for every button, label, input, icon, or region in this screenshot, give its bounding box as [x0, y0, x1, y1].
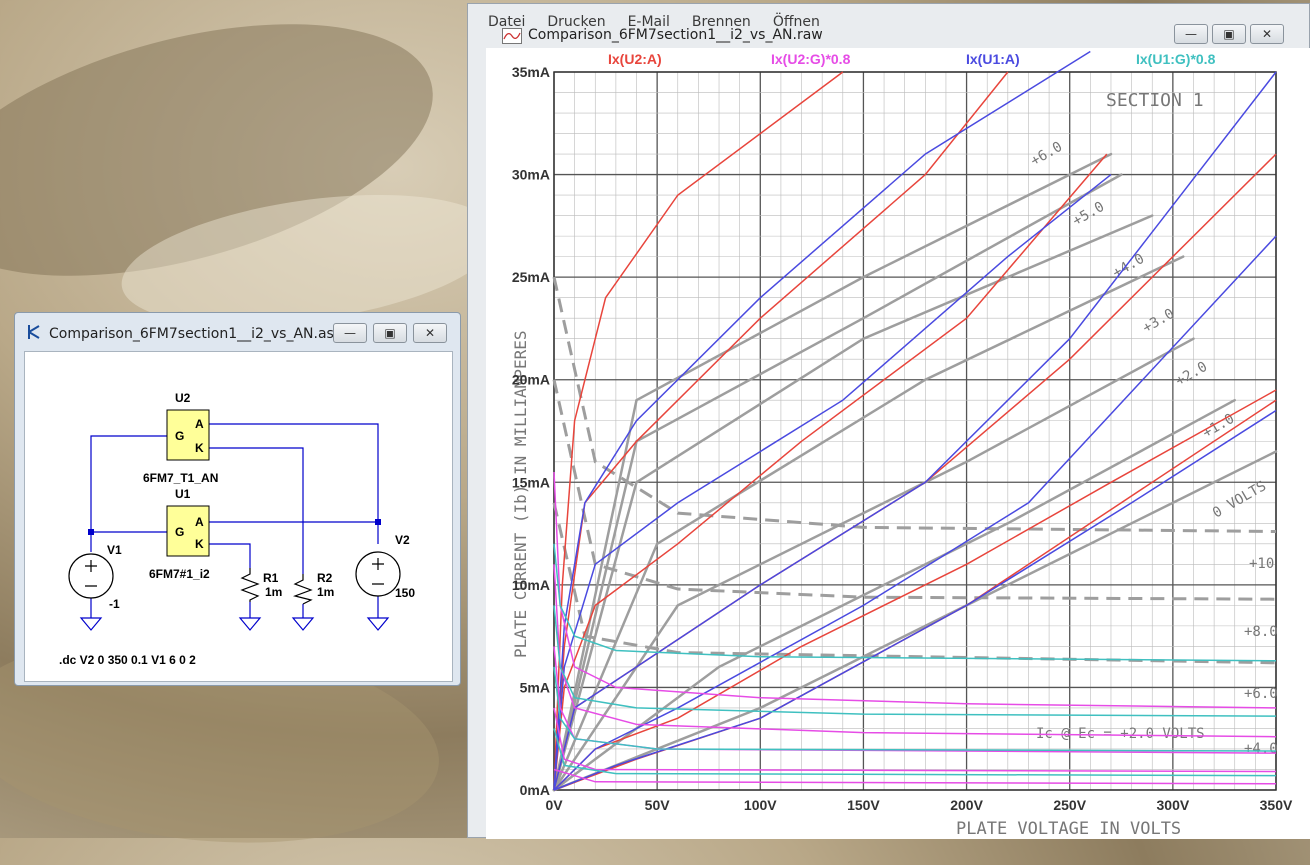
series-curve: [553, 728, 1277, 777]
schematic-minimize-button[interactable]: —: [333, 323, 367, 343]
r2-ref: R2: [317, 571, 333, 585]
schematic-window-title: Comparison_6FM7section1__i2_vs_AN.asc: [49, 326, 342, 342]
u2-ref: U2: [175, 391, 191, 405]
series-curve: [553, 543, 1277, 662]
menu-oeffnen[interactable]: Öffnen: [772, 14, 820, 30]
minimize-button[interactable]: —: [1174, 24, 1208, 44]
u2-pin-a: A: [195, 417, 204, 431]
y-tick-label: 20mA: [512, 372, 550, 388]
menu-brennen[interactable]: Brennen: [691, 14, 751, 30]
u1-pin-k: K: [195, 537, 204, 551]
waveform-icon: [502, 28, 522, 44]
series-curve: [553, 71, 1277, 791]
series-curve: [553, 666, 1277, 752]
series-curve: [553, 153, 1108, 791]
plot-titlebar[interactable]: Comparison_6FM7section1__i2_vs_AN.raw — …: [496, 24, 1301, 48]
datasheet-curve: [552, 173, 1123, 792]
datasheet-curve: [552, 337, 1195, 792]
y-tick-label: 25mA: [512, 269, 550, 285]
datasheet-curve: [552, 152, 1113, 792]
legend-entry[interactable]: Ix(U2:A): [608, 51, 662, 67]
datasheet-label: +2.0: [1173, 359, 1210, 390]
spice-directive[interactable]: .dc V2 0 350 0.1 V1 6 0 2: [59, 653, 196, 667]
y-tick-label: 5mA: [520, 679, 550, 695]
schematic-close-button[interactable]: ✕: [413, 323, 447, 343]
y-tick-label: 15mA: [512, 474, 550, 490]
datasheet-label: +8.0: [1244, 624, 1278, 640]
menu-bar: Datei Drucken E-Mail Brennen Öffnen: [488, 14, 820, 30]
datasheet-label: +3.0: [1140, 306, 1177, 337]
x-tick-label: 250V: [1053, 797, 1086, 813]
x-tick-label: 350V: [1260, 797, 1293, 813]
circuit-diagram: U2 G A K 6FM7_T1_AN U1 G A K 6FM7#1_i2: [59, 391, 415, 667]
datasheet-label: +4.0: [1244, 741, 1278, 757]
u1-model: 6FM7#1_i2: [149, 567, 210, 581]
datasheet-curve: [552, 255, 1185, 792]
waveform-chart[interactable]: SECTION 1 PLATE CURRENT (Ib) IN MILLIAMPE…: [486, 48, 1310, 839]
r1-value: 1m: [265, 585, 282, 599]
v2-ref: V2: [395, 533, 410, 547]
legend-entry[interactable]: Ix(U2:G)*0.8: [771, 51, 851, 67]
datasheet-label: SECTION 1: [1106, 90, 1204, 111]
y-tick-label: 35mA: [512, 64, 550, 80]
y-tick-label: 30mA: [512, 167, 550, 183]
schematic-icon: [28, 325, 40, 339]
series-ix-u2-a-: [553, 71, 1277, 791]
plot-window: Datei Drucken E-Mail Brennen Öffnen Comp…: [467, 3, 1310, 839]
legend-entry[interactable]: Ix(U1:G)*0.8: [1136, 51, 1216, 67]
datasheet-label: +6.0: [1028, 139, 1065, 170]
y-tick-label: 10mA: [512, 577, 550, 593]
menu-drucken[interactable]: Drucken: [547, 14, 606, 30]
legend-entry[interactable]: Ix(U1:A): [966, 51, 1020, 67]
u2-model: 6FM7_T1_AN: [143, 471, 218, 485]
r1-ref: R1: [263, 571, 279, 585]
x-tick-label: 100V: [744, 797, 777, 813]
series-ix-u1-g-0-8: [553, 543, 1277, 777]
u1-ref: U1: [175, 487, 191, 501]
series-curve: [553, 174, 1112, 791]
y-tick-label: 0mA: [520, 782, 550, 798]
datasheet-label: Ic @ Ec = +2.0 VOLTS: [1036, 726, 1205, 742]
schematic-canvas[interactable]: U2 G A K 6FM7_T1_AN U1 G A K 6FM7#1_i2: [24, 351, 453, 682]
maximize-button[interactable]: ▣: [1212, 24, 1246, 44]
x-tick-label: 150V: [847, 797, 880, 813]
x-tick-label: 50V: [645, 797, 671, 813]
series-curve: [553, 707, 1277, 773]
schematic-maximize-button[interactable]: ▣: [373, 323, 407, 343]
series-curve: [553, 71, 844, 791]
u1-symbol: [166, 505, 210, 557]
v1-value: -1: [109, 597, 120, 611]
datasheet-dashed-curve: [552, 379, 1277, 601]
series-curve: [553, 605, 1277, 717]
u1-pin-a: A: [195, 515, 204, 529]
datasheet-label: PLATE VOLTAGE IN VOLTS: [956, 819, 1181, 839]
x-tick-label: 0V: [545, 797, 563, 813]
x-tick-label: 300V: [1157, 797, 1190, 813]
u1-pin-g: G: [175, 525, 184, 539]
x-tick-label: 200V: [950, 797, 983, 813]
v2-value: 150: [395, 586, 415, 600]
datasheet-dashed-curve: [552, 502, 1277, 665]
datasheet-label: PLATE CURRENT (Ib) IN MILLIAMPERES: [511, 330, 530, 658]
plot-area[interactable]: SECTION 1 PLATE CURRENT (Ib) IN MILLIAMPE…: [486, 48, 1310, 839]
plot-window-title: Comparison_6FM7section1__i2_vs_AN.raw: [528, 27, 823, 43]
u2-pin-g: G: [175, 429, 184, 443]
datasheet-label: 0 VOLTS: [1210, 478, 1269, 521]
v1-ref: V1: [107, 543, 122, 557]
plot-frame: [553, 71, 1277, 791]
datasheet-curve: [552, 214, 1154, 792]
u2-symbol: [166, 409, 210, 461]
datasheet-label: +10: [1249, 556, 1274, 572]
u2-pin-k: K: [195, 441, 204, 455]
menu-email[interactable]: E-Mail: [627, 14, 670, 30]
menu-datei[interactable]: Datei: [488, 14, 526, 30]
schematic-window: Comparison_6FM7section1__i2_vs_AN.asc — …: [14, 312, 461, 686]
datasheet-label: +6.0: [1244, 686, 1278, 702]
close-button[interactable]: ✕: [1250, 24, 1284, 44]
series-curve: [553, 71, 1009, 791]
r2-value: 1m: [317, 585, 334, 599]
datasheet-grid: [553, 71, 1277, 791]
series-curve: [553, 768, 1277, 785]
datasheet-dashed-curve: [552, 276, 1277, 533]
